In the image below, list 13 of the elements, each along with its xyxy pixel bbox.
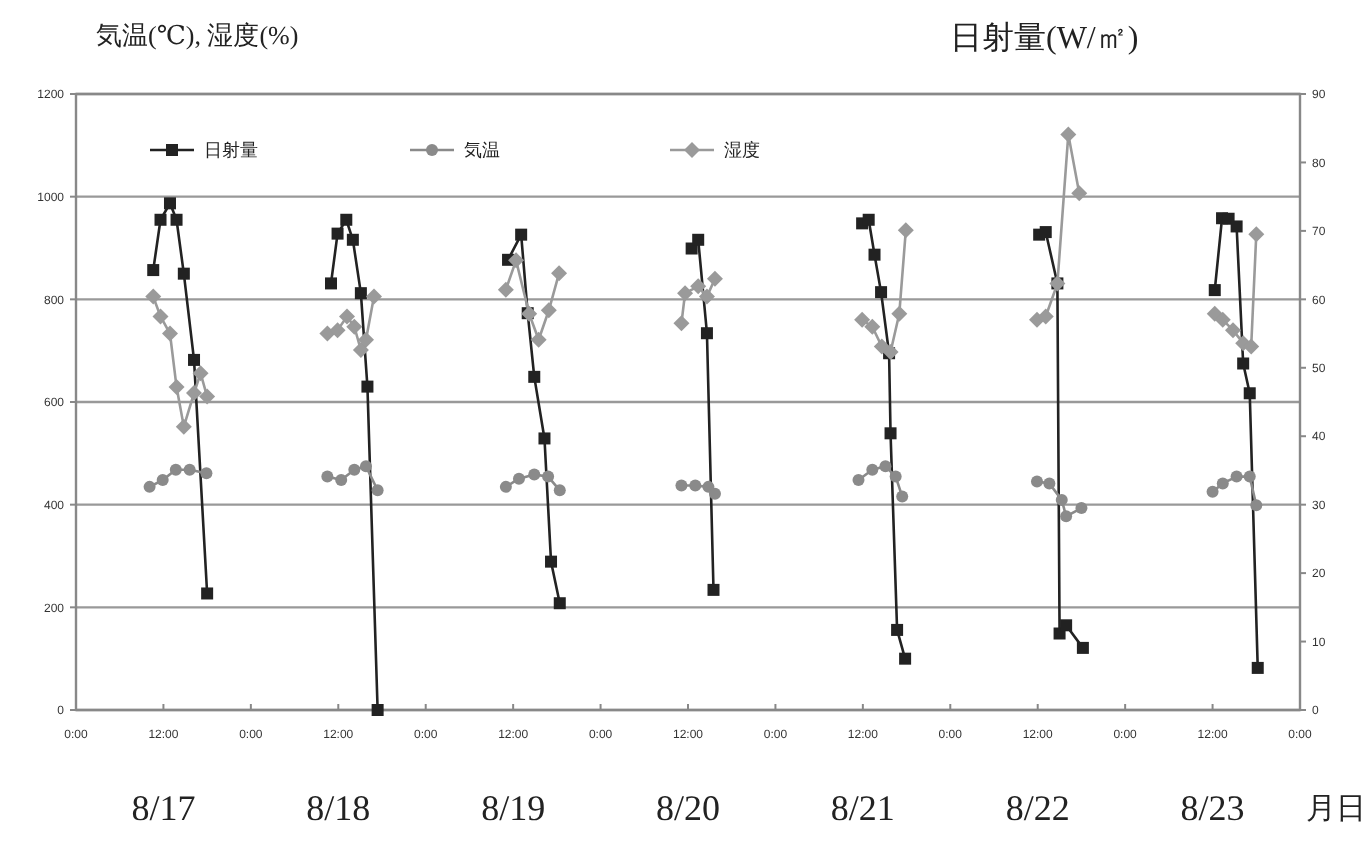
legend-label: 湿度 <box>724 140 760 161</box>
y2-axis-title: 日射量(W/㎡) <box>950 20 1139 56</box>
legend-label: 気温 <box>464 140 500 161</box>
x2-tick-label: 8/22 <box>1005 788 1070 828</box>
y-axis-title: 気温(℃), 湿度(%) <box>96 20 299 50</box>
x2-tick-label: 8/19 <box>481 788 546 828</box>
legend-label: 日射量 <box>204 140 258 161</box>
x2-tick-label: 8/21 <box>830 788 895 828</box>
x2-tick-label: 8/20 <box>655 788 721 828</box>
x2-tick-label: 8/23 <box>1180 788 1245 828</box>
x2-tick-label: 8/18 <box>306 788 371 828</box>
x2-axis-title: 月日 <box>1306 794 1366 826</box>
x2-tick-label: 8/17 <box>131 788 196 828</box>
